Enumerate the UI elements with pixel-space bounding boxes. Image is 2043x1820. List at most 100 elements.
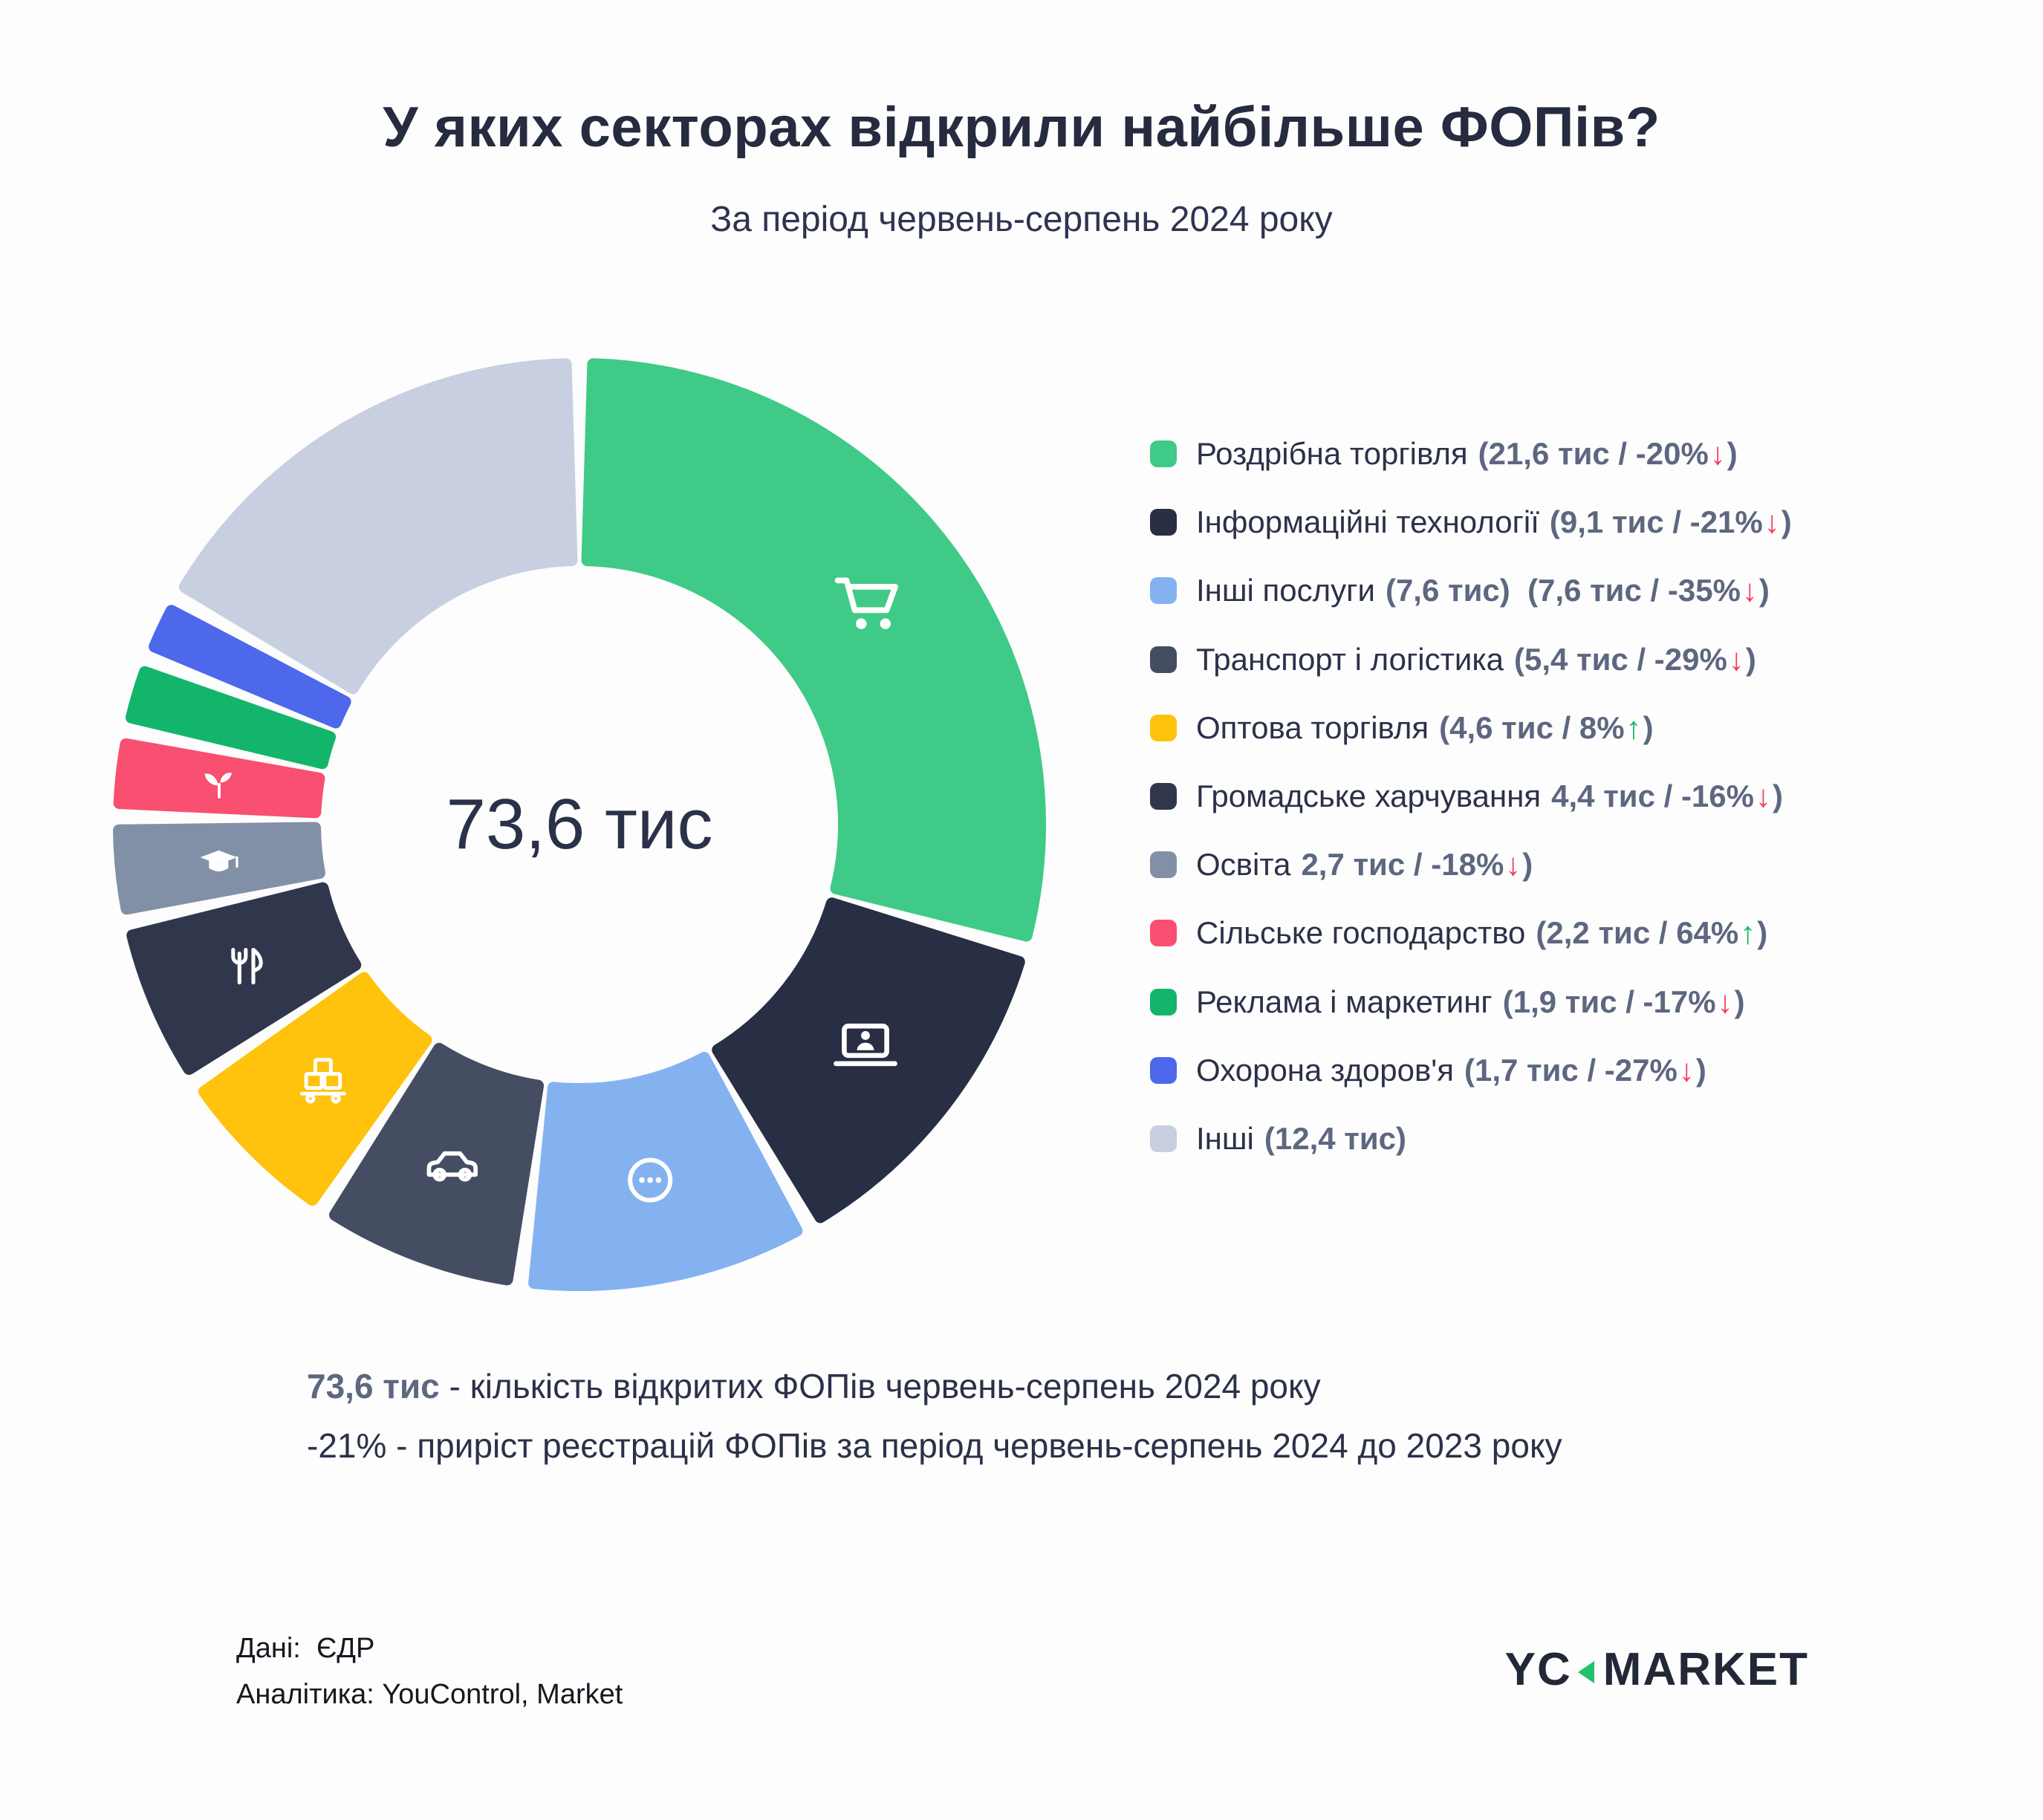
legend-swatch bbox=[1150, 851, 1177, 879]
source-value: ЄДР bbox=[316, 1633, 375, 1664]
donut-segments bbox=[113, 358, 1046, 1291]
donut-segment-1 bbox=[581, 358, 1046, 942]
legend-item-4: Транспорт і логістика (5,4 тис / -29% ↓) bbox=[1150, 641, 1792, 677]
logo-triangle-icon bbox=[1577, 1660, 1594, 1683]
donut-segment-10 bbox=[149, 605, 351, 729]
legend-value-close: ) bbox=[1773, 778, 1783, 813]
legend-swatch bbox=[1150, 509, 1177, 536]
legend-value: (21,6 тис / -20% bbox=[1478, 436, 1709, 471]
legend-value-close: ) bbox=[1745, 641, 1756, 677]
cutlery-icon bbox=[231, 947, 263, 985]
legend-item-8: Сільське господарство (2,2 тис / 64% ↑) bbox=[1150, 916, 1792, 950]
legend-label: Реклама і маркетинг bbox=[1196, 984, 1493, 1019]
legend-value: (12,4 тис) bbox=[1264, 1120, 1407, 1156]
legend-label: Громадське харчування bbox=[1196, 778, 1542, 813]
donut-chart-svg: 73,6 тис bbox=[113, 358, 1046, 1291]
trend-up-icon: ↑ bbox=[1740, 915, 1756, 951]
donut-segment-3 bbox=[528, 1051, 803, 1291]
trend-up-icon: ↑ bbox=[1625, 709, 1642, 745]
logo-market-text: MARKET bbox=[1602, 1644, 1809, 1695]
legend-item-9: Реклама і маркетинг (1,9 тис / -17% ↓) bbox=[1150, 984, 1792, 1019]
source-label: Дані: bbox=[236, 1633, 301, 1664]
summary-total-value: 73,6 тис bbox=[307, 1367, 440, 1405]
legend-label: Освіта bbox=[1196, 847, 1291, 883]
legend-value: (1,9 тис / -17% bbox=[1502, 984, 1716, 1019]
legend-value: (4,6 тис / 8% bbox=[1439, 709, 1625, 745]
trend-down-icon: ↓ bbox=[1755, 778, 1771, 813]
yc-market-logo: YC MARKET bbox=[1505, 1643, 1809, 1696]
laptop-icon bbox=[834, 1023, 897, 1067]
chart-center-total: 73,6 тис bbox=[446, 784, 712, 864]
logo-yc-text: YC bbox=[1504, 1644, 1572, 1695]
legend-value-close: ) bbox=[1727, 436, 1738, 471]
car-icon bbox=[426, 1151, 478, 1182]
chart-legend: Роздрібна торгівля (21,6 тис / -20% ↓) Інфо… bbox=[1150, 436, 1792, 1156]
data-source-block: Дані: ЄДР Аналітика: YouControl, Market bbox=[236, 1625, 623, 1717]
legend-value-close: ) bbox=[1758, 573, 1770, 608]
trend-down-icon: ↓ bbox=[1717, 984, 1733, 1019]
legend-label: Інформаційні технології bbox=[1196, 504, 1539, 540]
trend-down-icon: ↓ bbox=[1709, 436, 1726, 471]
legend-item-7: Освіта 2,7 тис / -18% ↓) bbox=[1150, 847, 1792, 883]
summary-line1-text: - кількість відкритих ФОПів червень-серп… bbox=[439, 1367, 1321, 1405]
legend-label: Охорона здоров'я bbox=[1196, 1052, 1455, 1088]
cart-icon bbox=[834, 577, 898, 629]
legend-value: (5,4 тис / -29% bbox=[1514, 641, 1727, 677]
legend-swatch bbox=[1150, 441, 1177, 468]
summary-line2-text: - приріст реєстрацій ФОПів за період чер… bbox=[386, 1426, 1562, 1465]
legend-item-11: Інші (12,4 тис) bbox=[1150, 1120, 1792, 1156]
dots-icon bbox=[628, 1157, 673, 1203]
legend-label: Оптова торгівля bbox=[1196, 709, 1429, 745]
legend-swatch bbox=[1150, 1125, 1177, 1152]
legend-value-close: ) bbox=[1781, 504, 1792, 540]
legend-value-close: ) bbox=[1757, 915, 1768, 951]
legend-value: 2,7 тис / -18% bbox=[1301, 847, 1504, 883]
donut-segment-9 bbox=[125, 666, 337, 770]
legend-item-10: Охорона здоров'я (1,7 тис / -27% ↓) bbox=[1150, 1053, 1792, 1088]
legend-value-close: ) bbox=[1643, 709, 1654, 745]
legend-item-1: Роздрібна торгівля (21,6 тис / -20% ↓) bbox=[1150, 436, 1792, 471]
summary-line-1: 73,6 тис - кількість відкритих ФОПів чер… bbox=[307, 1356, 1562, 1416]
summary-block: 73,6 тис - кількість відкритих ФОПів чер… bbox=[307, 1356, 1562, 1475]
trend-down-icon: ↓ bbox=[1764, 504, 1780, 540]
legend-item-6: Громадське харчування 4,4 тис / -16% ↓) bbox=[1150, 779, 1792, 813]
legend-label: Інші bbox=[1196, 1120, 1254, 1156]
legend-label: Сільське господарство bbox=[1196, 915, 1526, 951]
legend-item-5: Оптова торгівля (4,6 тис / 8% ↑) bbox=[1150, 709, 1792, 745]
legend-label: Транспорт і логістика bbox=[1196, 641, 1504, 677]
sprout-icon bbox=[204, 773, 232, 799]
legend-item-2: Інформаційні технології (9,1 тис / -21% ↓) bbox=[1150, 504, 1792, 540]
boxes-icon bbox=[299, 1058, 346, 1104]
trend-down-icon: ↓ bbox=[1728, 641, 1744, 677]
legend-swatch bbox=[1150, 577, 1177, 605]
legend-swatch bbox=[1150, 646, 1177, 673]
legend-swatch bbox=[1150, 1056, 1177, 1084]
summary-growth-value: -21% bbox=[307, 1426, 387, 1465]
donut-segment-8 bbox=[113, 738, 325, 819]
legend-item-3: Інші послуги (7,6 тис) (7,6 тис / -35% ↓) bbox=[1150, 573, 1792, 608]
legend-label: Інші послуги bbox=[1196, 573, 1375, 608]
data-source-line: Дані: ЄДР bbox=[236, 1625, 623, 1671]
legend-value-close: ) bbox=[1522, 847, 1533, 883]
legend-value: (7,6 тис) (7,6 тис / -35% bbox=[1385, 573, 1741, 608]
trend-down-icon: ↓ bbox=[1741, 573, 1758, 608]
summary-line-2: -21% - приріст реєстрацій ФОПів за періо… bbox=[307, 1416, 1562, 1475]
donut-segment-2 bbox=[712, 897, 1025, 1223]
grad-cap-icon bbox=[200, 850, 238, 872]
legend-value-close: ) bbox=[1734, 984, 1745, 1019]
donut-segment-11 bbox=[178, 358, 578, 695]
legend-swatch bbox=[1150, 783, 1177, 810]
trend-down-icon: ↓ bbox=[1678, 1052, 1695, 1088]
legend-value: (2,2 тис / 64% bbox=[1536, 915, 1739, 951]
legend-label: Роздрібна торгівля bbox=[1196, 436, 1468, 471]
legend-swatch bbox=[1150, 988, 1177, 1015]
legend-value: 4,4 тис / -16% bbox=[1551, 778, 1754, 813]
legend-value: (9,1 тис / -21% bbox=[1549, 504, 1763, 540]
legend-value-close: ) bbox=[1695, 1052, 1706, 1088]
legend-value: (1,7 тис / -27% bbox=[1464, 1052, 1677, 1088]
donut-segment-6 bbox=[126, 882, 362, 1076]
legend-swatch bbox=[1150, 920, 1177, 947]
page-title: У яких секторах відкрили найбільше ФОПів… bbox=[383, 96, 1660, 159]
analytics-line: Аналітика: YouControl, Market bbox=[236, 1679, 623, 1710]
